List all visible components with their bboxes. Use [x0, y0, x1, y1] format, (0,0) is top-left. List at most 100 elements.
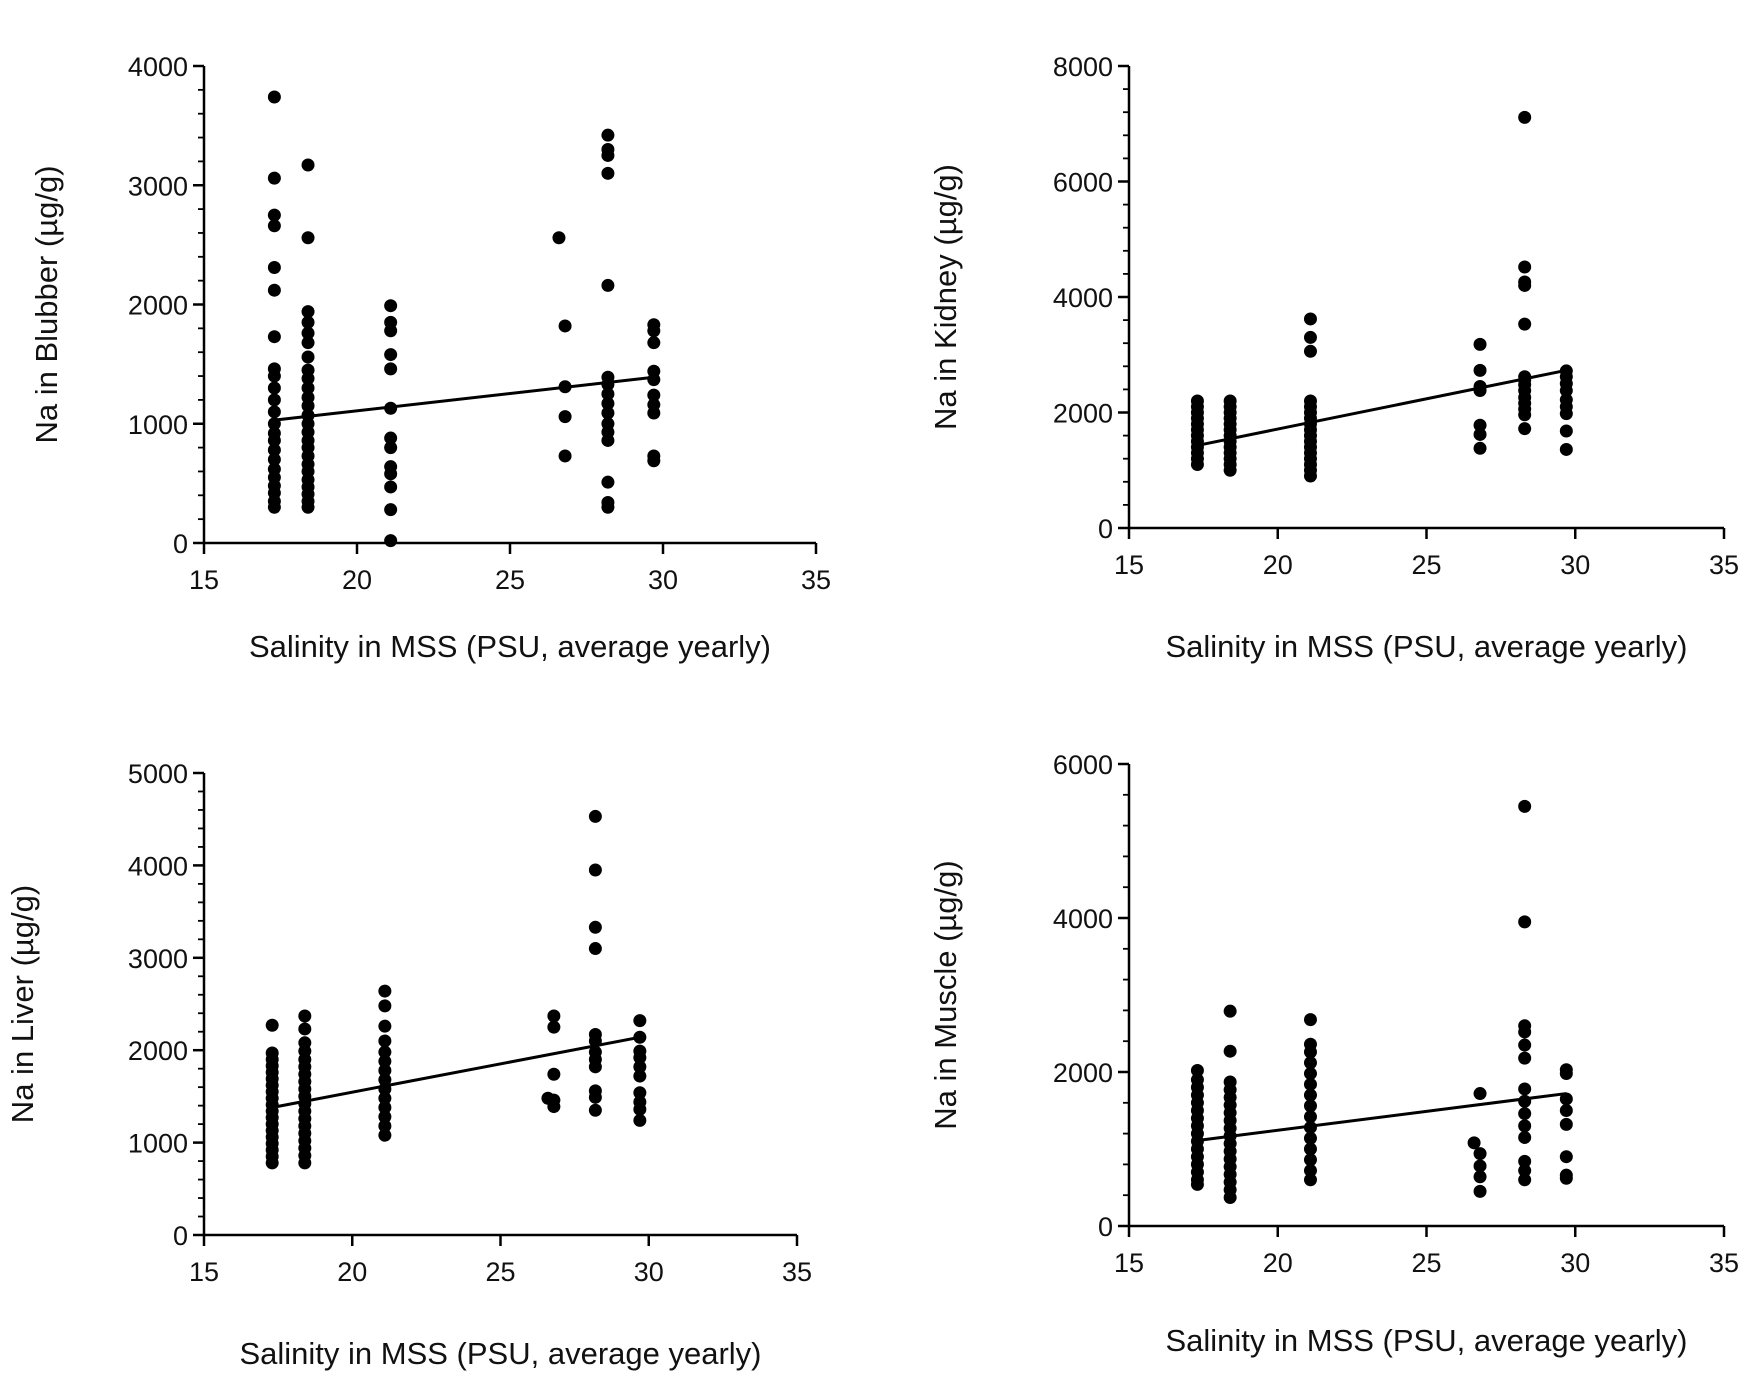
x-tick-label: 15 [1114, 1248, 1144, 1278]
data-point [378, 1110, 392, 1124]
data-point [1518, 915, 1532, 929]
data-point [1303, 1164, 1317, 1178]
data-point [265, 1156, 279, 1170]
y-tick-label: 4000 [1053, 904, 1113, 934]
data-point [267, 369, 281, 383]
data-point [547, 1100, 561, 1114]
data-point [601, 396, 615, 410]
y-tick-label: 4000 [128, 52, 188, 82]
x-tick-label: 35 [782, 1257, 812, 1287]
data-point [601, 278, 615, 292]
data-point [1303, 1153, 1317, 1167]
y-tick-label: 5000 [128, 759, 188, 789]
data-point [633, 1113, 647, 1127]
data-point [384, 299, 398, 313]
y-axis-label: Na in Muscle (µg/g) [928, 860, 963, 1129]
data-point [633, 1051, 647, 1065]
data-point [1518, 1107, 1532, 1121]
data-point [1518, 278, 1532, 292]
y-axis-label: Na in Kidney (µg/g) [928, 164, 963, 430]
data-point [558, 410, 572, 424]
data-point [267, 219, 281, 233]
data-point [547, 1020, 561, 1034]
data-point [301, 305, 315, 319]
data-point [588, 863, 602, 877]
y-tick-label: 1000 [128, 410, 188, 440]
data-point [1559, 1171, 1573, 1185]
data-point [1518, 408, 1532, 422]
data-point [1518, 1154, 1532, 1168]
data-point [1518, 799, 1532, 813]
data-point [1303, 1067, 1317, 1081]
data-point [301, 231, 315, 245]
data-point [384, 534, 398, 548]
data-point [378, 999, 392, 1013]
y-tick-label: 2000 [1053, 1058, 1113, 1088]
data-point [1303, 1099, 1317, 1113]
data-point [378, 1034, 392, 1048]
data-point [1303, 1173, 1317, 1187]
y-tick-label: 4000 [128, 851, 188, 881]
data-point [1518, 422, 1532, 436]
data-point [1559, 1067, 1573, 1081]
data-point [1303, 1088, 1317, 1102]
data-point [1303, 1077, 1317, 1091]
y-tick-label: 0 [173, 529, 188, 559]
data-point [1559, 424, 1573, 438]
x-axis-label: Salinity in MSS (PSU, average yearly) [239, 1336, 761, 1371]
data-point [378, 1091, 392, 1105]
data-point [301, 500, 315, 514]
data-point [1559, 1117, 1573, 1131]
data-point [588, 1103, 602, 1117]
data-point [1559, 1104, 1573, 1117]
data-point [1303, 312, 1317, 326]
data-point [1518, 260, 1532, 274]
x-tick-label: 15 [189, 1257, 219, 1287]
data-point [1473, 418, 1487, 432]
x-tick-label: 30 [1560, 550, 1590, 580]
data-point [547, 1009, 561, 1023]
data-point [601, 128, 615, 142]
data-point [647, 373, 661, 387]
data-point [301, 350, 315, 364]
data-point [378, 984, 392, 998]
data-point [1473, 337, 1487, 351]
data-point [384, 480, 398, 494]
x-tick-label: 15 [1114, 550, 1144, 580]
data-point [633, 1086, 647, 1100]
data-point [301, 371, 315, 385]
data-point [1303, 344, 1317, 358]
data-point [298, 1156, 312, 1170]
data-point [1559, 1150, 1573, 1164]
data-point [601, 166, 615, 180]
y-tick-label: 3000 [128, 171, 188, 201]
data-point [267, 90, 281, 104]
data-point [1518, 1025, 1532, 1039]
data-point [378, 1100, 392, 1114]
y-tick-label: 0 [1098, 514, 1113, 544]
data-point [1473, 1184, 1487, 1198]
data-point [267, 405, 281, 419]
data-point [1223, 463, 1237, 477]
y-tick-label: 2000 [128, 1036, 188, 1066]
data-point [601, 148, 615, 162]
data-point [1518, 1051, 1532, 1065]
x-tick-label: 25 [1411, 550, 1441, 580]
data-point [1190, 1063, 1204, 1077]
data-point [267, 393, 281, 407]
data-point [378, 1073, 392, 1087]
data-point [588, 920, 602, 934]
chart-panel-bottom-left: 0 1000 2000 3000 4000 5000 15 20 25 30 35 Salinity … [5, 759, 812, 1371]
x-axis-label: Salinity in MSS (PSU, average yearly) [1165, 629, 1687, 664]
data-point [547, 1067, 561, 1081]
data-point [1518, 1038, 1532, 1052]
data-point [1559, 384, 1573, 398]
data-point [267, 330, 281, 344]
data-point [384, 324, 398, 338]
x-tick-label: 25 [485, 1257, 515, 1287]
data-point [384, 431, 398, 445]
data-point [558, 319, 572, 333]
data-point [1518, 1130, 1532, 1144]
y-tick-label: 2000 [128, 291, 188, 321]
data-point [298, 1022, 312, 1036]
